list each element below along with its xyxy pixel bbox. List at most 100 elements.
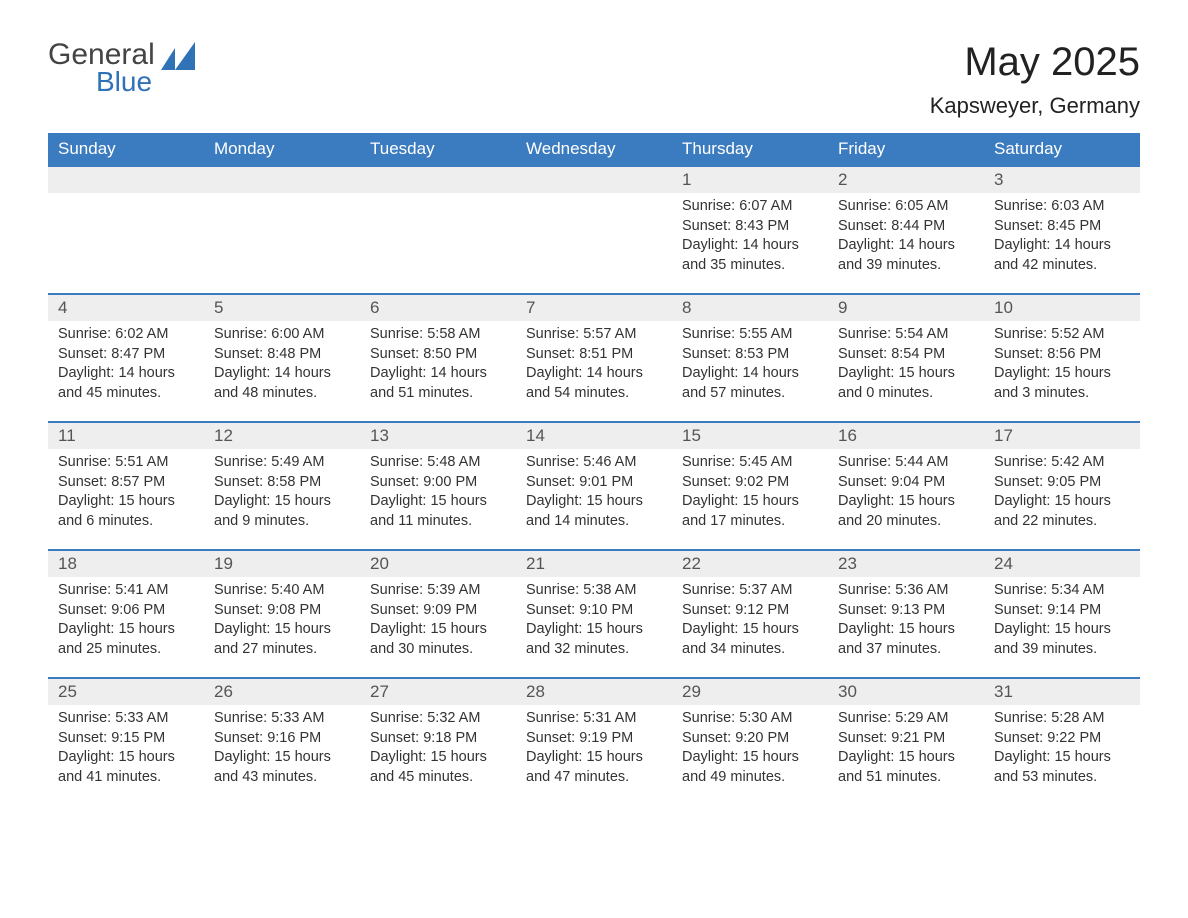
sunset-line: Sunset: 8:56 PM	[994, 345, 1130, 365]
day-number: 10	[984, 295, 1140, 321]
day-number	[204, 167, 360, 193]
weekday-header: Saturday	[984, 133, 1140, 165]
daylight-line: Daylight: 15 hours and 43 minutes.	[214, 748, 350, 787]
day-body: Sunrise: 5:57 AMSunset: 8:51 PMDaylight:…	[516, 321, 672, 409]
day-body: Sunrise: 5:44 AMSunset: 9:04 PMDaylight:…	[828, 449, 984, 537]
day-number: 1	[672, 167, 828, 193]
day-body: Sunrise: 5:42 AMSunset: 9:05 PMDaylight:…	[984, 449, 1140, 537]
day-cell: 1Sunrise: 6:07 AMSunset: 8:43 PMDaylight…	[672, 167, 828, 293]
sunset-line: Sunset: 9:14 PM	[994, 601, 1130, 621]
sunrise-line: Sunrise: 5:44 AM	[838, 453, 974, 473]
day-cell: 25Sunrise: 5:33 AMSunset: 9:15 PMDayligh…	[48, 679, 204, 805]
week-row: 4Sunrise: 6:02 AMSunset: 8:47 PMDaylight…	[48, 293, 1140, 421]
day-cell: 21Sunrise: 5:38 AMSunset: 9:10 PMDayligh…	[516, 551, 672, 677]
day-cell: 19Sunrise: 5:40 AMSunset: 9:08 PMDayligh…	[204, 551, 360, 677]
day-number: 24	[984, 551, 1140, 577]
sunset-line: Sunset: 9:00 PM	[370, 473, 506, 493]
day-number	[360, 167, 516, 193]
day-cell: 17Sunrise: 5:42 AMSunset: 9:05 PMDayligh…	[984, 423, 1140, 549]
day-cell: 2Sunrise: 6:05 AMSunset: 8:44 PMDaylight…	[828, 167, 984, 293]
day-number: 9	[828, 295, 984, 321]
day-cell: 22Sunrise: 5:37 AMSunset: 9:12 PMDayligh…	[672, 551, 828, 677]
day-cell: 30Sunrise: 5:29 AMSunset: 9:21 PMDayligh…	[828, 679, 984, 805]
daylight-line: Daylight: 15 hours and 14 minutes.	[526, 492, 662, 531]
daylight-line: Daylight: 15 hours and 3 minutes.	[994, 364, 1130, 403]
day-cell: 10Sunrise: 5:52 AMSunset: 8:56 PMDayligh…	[984, 295, 1140, 421]
day-body: Sunrise: 5:46 AMSunset: 9:01 PMDaylight:…	[516, 449, 672, 537]
day-cell: 26Sunrise: 5:33 AMSunset: 9:16 PMDayligh…	[204, 679, 360, 805]
day-body: Sunrise: 5:39 AMSunset: 9:09 PMDaylight:…	[360, 577, 516, 665]
brand-flag-icon	[161, 42, 201, 75]
day-cell: 23Sunrise: 5:36 AMSunset: 9:13 PMDayligh…	[828, 551, 984, 677]
sunset-line: Sunset: 9:04 PM	[838, 473, 974, 493]
day-body: Sunrise: 5:38 AMSunset: 9:10 PMDaylight:…	[516, 577, 672, 665]
day-body	[360, 193, 516, 283]
day-cell	[360, 167, 516, 293]
day-number	[48, 167, 204, 193]
day-body: Sunrise: 5:33 AMSunset: 9:16 PMDaylight:…	[204, 705, 360, 793]
sunrise-line: Sunrise: 5:29 AM	[838, 709, 974, 729]
day-body	[48, 193, 204, 283]
daylight-line: Daylight: 14 hours and 51 minutes.	[370, 364, 506, 403]
day-cell: 4Sunrise: 6:02 AMSunset: 8:47 PMDaylight…	[48, 295, 204, 421]
day-body: Sunrise: 5:37 AMSunset: 9:12 PMDaylight:…	[672, 577, 828, 665]
sunset-line: Sunset: 9:02 PM	[682, 473, 818, 493]
day-body: Sunrise: 5:41 AMSunset: 9:06 PMDaylight:…	[48, 577, 204, 665]
day-number: 12	[204, 423, 360, 449]
sunset-line: Sunset: 8:51 PM	[526, 345, 662, 365]
day-body: Sunrise: 6:00 AMSunset: 8:48 PMDaylight:…	[204, 321, 360, 409]
day-number	[516, 167, 672, 193]
sunset-line: Sunset: 9:16 PM	[214, 729, 350, 749]
sunrise-line: Sunrise: 5:57 AM	[526, 325, 662, 345]
sunset-line: Sunset: 9:06 PM	[58, 601, 194, 621]
daylight-line: Daylight: 15 hours and 6 minutes.	[58, 492, 194, 531]
day-body: Sunrise: 5:52 AMSunset: 8:56 PMDaylight:…	[984, 321, 1140, 409]
daylight-line: Daylight: 14 hours and 45 minutes.	[58, 364, 194, 403]
day-body: Sunrise: 6:03 AMSunset: 8:45 PMDaylight:…	[984, 193, 1140, 281]
weekday-header: Tuesday	[360, 133, 516, 165]
daylight-line: Daylight: 15 hours and 9 minutes.	[214, 492, 350, 531]
sunrise-line: Sunrise: 5:33 AM	[214, 709, 350, 729]
daylight-line: Daylight: 15 hours and 51 minutes.	[838, 748, 974, 787]
day-cell: 8Sunrise: 5:55 AMSunset: 8:53 PMDaylight…	[672, 295, 828, 421]
sunrise-line: Sunrise: 5:33 AM	[58, 709, 194, 729]
daylight-line: Daylight: 15 hours and 49 minutes.	[682, 748, 818, 787]
day-number: 21	[516, 551, 672, 577]
day-number: 18	[48, 551, 204, 577]
month-title: May 2025	[930, 40, 1140, 85]
daylight-line: Daylight: 15 hours and 30 minutes.	[370, 620, 506, 659]
day-body: Sunrise: 6:05 AMSunset: 8:44 PMDaylight:…	[828, 193, 984, 281]
sunset-line: Sunset: 9:18 PM	[370, 729, 506, 749]
weekday-header: Thursday	[672, 133, 828, 165]
sunrise-line: Sunrise: 5:34 AM	[994, 581, 1130, 601]
daylight-line: Daylight: 14 hours and 48 minutes.	[214, 364, 350, 403]
sunset-line: Sunset: 8:48 PM	[214, 345, 350, 365]
daylight-line: Daylight: 15 hours and 25 minutes.	[58, 620, 194, 659]
brand-logo: General Blue	[48, 40, 201, 98]
daylight-line: Daylight: 15 hours and 53 minutes.	[994, 748, 1130, 787]
sunrise-line: Sunrise: 5:46 AM	[526, 453, 662, 473]
sunset-line: Sunset: 9:05 PM	[994, 473, 1130, 493]
day-number: 3	[984, 167, 1140, 193]
daylight-line: Daylight: 15 hours and 41 minutes.	[58, 748, 194, 787]
week-row: 18Sunrise: 5:41 AMSunset: 9:06 PMDayligh…	[48, 549, 1140, 677]
day-cell	[48, 167, 204, 293]
sunrise-line: Sunrise: 5:36 AM	[838, 581, 974, 601]
day-number: 23	[828, 551, 984, 577]
sunset-line: Sunset: 8:45 PM	[994, 217, 1130, 237]
sunrise-line: Sunrise: 5:54 AM	[838, 325, 974, 345]
day-cell	[204, 167, 360, 293]
day-body: Sunrise: 5:55 AMSunset: 8:53 PMDaylight:…	[672, 321, 828, 409]
day-number: 6	[360, 295, 516, 321]
day-number: 11	[48, 423, 204, 449]
daylight-line: Daylight: 14 hours and 39 minutes.	[838, 236, 974, 275]
day-body: Sunrise: 5:36 AMSunset: 9:13 PMDaylight:…	[828, 577, 984, 665]
sunset-line: Sunset: 9:09 PM	[370, 601, 506, 621]
day-body: Sunrise: 5:32 AMSunset: 9:18 PMDaylight:…	[360, 705, 516, 793]
day-body: Sunrise: 5:49 AMSunset: 8:58 PMDaylight:…	[204, 449, 360, 537]
day-number: 8	[672, 295, 828, 321]
sunset-line: Sunset: 9:19 PM	[526, 729, 662, 749]
sunrise-line: Sunrise: 5:48 AM	[370, 453, 506, 473]
daylight-line: Daylight: 14 hours and 42 minutes.	[994, 236, 1130, 275]
day-number: 7	[516, 295, 672, 321]
